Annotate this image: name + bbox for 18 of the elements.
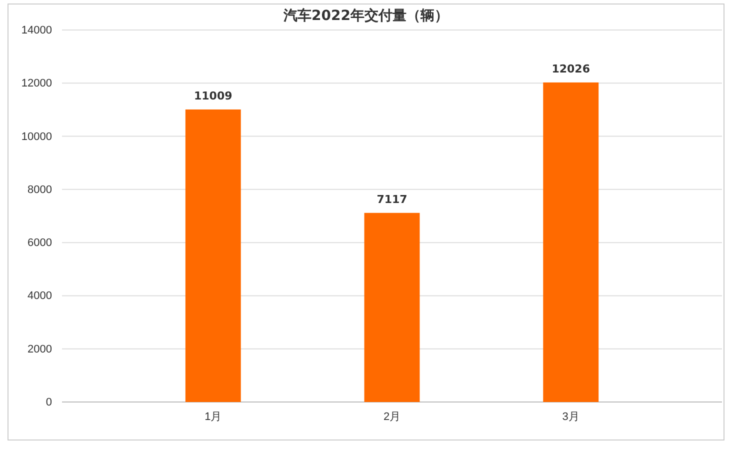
data-label: 12026	[552, 62, 590, 76]
y-tick-label: 8000	[28, 184, 52, 196]
data-label: 11009	[194, 89, 232, 102]
x-tick-label: 3月	[562, 410, 580, 423]
y-tick-label: 0	[46, 396, 52, 409]
x-tick-label: 1月	[204, 410, 222, 423]
bar	[543, 82, 599, 402]
y-tick-label: 10000	[21, 130, 52, 143]
y-tick-label: 12000	[21, 78, 52, 90]
chart-title: 汽车2022年交付量（辆）	[282, 7, 448, 24]
y-tick-label: 6000	[28, 237, 52, 250]
bar	[185, 109, 241, 402]
x-tick-label: 2月	[383, 410, 401, 423]
y-tick-label: 14000	[21, 24, 52, 37]
y-tick-label: 2000	[28, 343, 52, 356]
y-tick-label: 4000	[28, 290, 52, 302]
bar	[364, 212, 420, 402]
data-label: 7117	[376, 192, 408, 206]
